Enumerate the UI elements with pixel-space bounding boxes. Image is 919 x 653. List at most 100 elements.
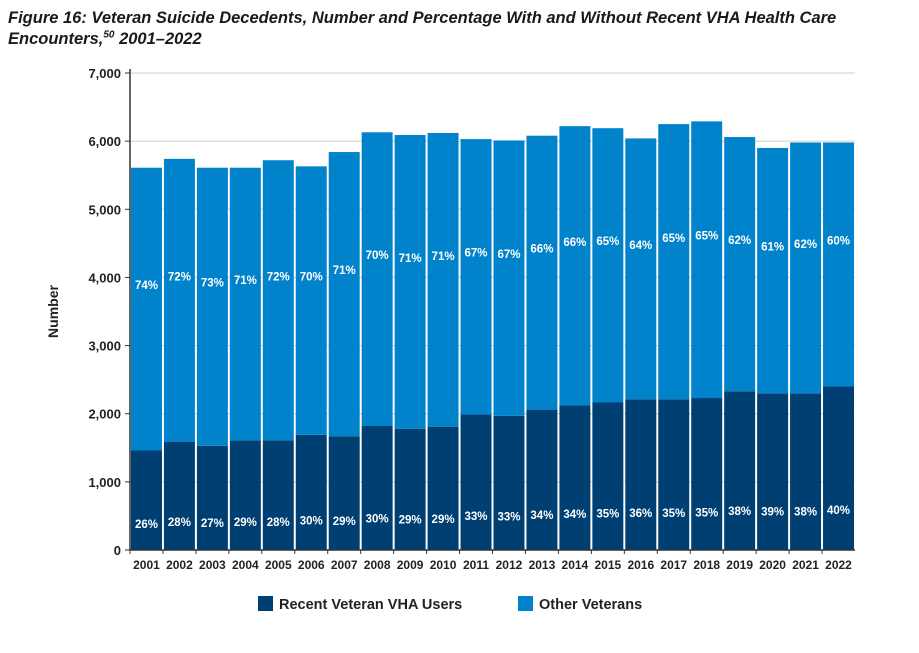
- bar-other-veterans: [196, 167, 228, 446]
- bar-percent-label: 62%: [728, 235, 751, 247]
- x-tick-label: 2014: [562, 558, 589, 572]
- bar-other-veterans: [658, 124, 690, 400]
- bar-percent-label: 74%: [135, 280, 158, 292]
- bar-recent-vha-users: [724, 391, 756, 550]
- bar-recent-vha-users: [526, 409, 558, 550]
- chart-title-footnote: 50: [103, 29, 115, 41]
- bar-percent-label: 67%: [465, 248, 488, 260]
- x-tick-label: 2001: [133, 558, 160, 572]
- bar-recent-vha-users: [493, 415, 525, 550]
- bar-recent-vha-users: [427, 426, 459, 550]
- bar-recent-vha-users: [163, 441, 195, 550]
- bar-other-veterans: [559, 126, 591, 406]
- x-tick-label: 2022: [825, 558, 852, 572]
- bar-percent-label: 65%: [596, 236, 619, 248]
- bar-percent-label: 35%: [662, 508, 685, 520]
- bar-recent-vha-users: [592, 402, 624, 550]
- bar-recent-vha-users: [460, 414, 492, 550]
- x-tick-label: 2019: [726, 558, 753, 572]
- bar-recent-vha-users: [229, 440, 261, 550]
- chart-title-years: 2001–2022: [114, 30, 202, 48]
- x-tick-label: 2012: [496, 558, 523, 572]
- bar-percent-label: 39%: [761, 507, 784, 519]
- bar-recent-vha-users: [757, 393, 789, 550]
- x-tick-label: 2008: [364, 558, 391, 572]
- bar-percent-label: 29%: [399, 514, 422, 526]
- bar-other-veterans: [790, 142, 822, 394]
- bar-recent-vha-users: [658, 399, 690, 550]
- x-tick-label: 2013: [529, 558, 556, 572]
- bar-other-veterans: [328, 152, 360, 437]
- bar-other-veterans: [229, 167, 261, 441]
- bar-percent-label: 60%: [827, 235, 850, 247]
- bar-percent-label: 61%: [761, 242, 784, 254]
- bar-recent-vha-users: [790, 393, 822, 550]
- bar-other-veterans: [361, 132, 393, 426]
- bar-percent-label: 34%: [563, 509, 586, 521]
- bar-percent-label: 34%: [530, 510, 553, 522]
- bar-recent-vha-users: [328, 436, 360, 550]
- bar-percent-label: 71%: [432, 251, 455, 263]
- bar-other-veterans: [295, 166, 327, 435]
- bar-other-veterans: [757, 147, 789, 394]
- x-tick-label: 2021: [792, 558, 819, 572]
- bar-recent-vha-users: [559, 405, 591, 550]
- bar-percent-label: 73%: [201, 278, 224, 290]
- bar-percent-label: 62%: [794, 239, 817, 251]
- bar-percent-label: 66%: [530, 244, 553, 256]
- bar-percent-label: 67%: [497, 249, 520, 261]
- bar-recent-vha-users: [130, 450, 162, 550]
- chart-title-text: Figure 16: Veteran Suicide Decedents, Nu…: [8, 9, 837, 48]
- bar-other-veterans: [823, 142, 855, 387]
- x-tick-label: 2004: [232, 558, 259, 572]
- bar-percent-label: 72%: [168, 271, 191, 283]
- bar-percent-label: 27%: [201, 518, 224, 530]
- bar-recent-vha-users: [823, 386, 855, 550]
- bar-percent-label: 26%: [135, 519, 158, 531]
- bar-percent-label: 70%: [366, 250, 389, 262]
- x-tick-label: 2002: [166, 558, 193, 572]
- bar-recent-vha-users: [295, 434, 327, 550]
- bar-recent-vha-users: [196, 445, 228, 550]
- bar-percent-label: 29%: [234, 517, 257, 529]
- x-tick-label: 2017: [660, 558, 687, 572]
- legend: Recent Veteran VHA Users Other Veterans: [258, 596, 642, 613]
- bar-other-veterans: [691, 121, 723, 399]
- x-tick-label: 2006: [298, 558, 325, 572]
- y-tick-label: 1,000: [88, 475, 121, 490]
- axes: 0 1,000 2,000 3,000 4,000 5,000 6,000 7,000 Numb…: [45, 66, 855, 572]
- bar-other-veterans: [526, 135, 558, 410]
- x-tick-label: 2007: [331, 558, 358, 572]
- bar-percent-label: 71%: [399, 253, 422, 265]
- x-tick-label: 2020: [759, 558, 786, 572]
- x-tick-label: 2011: [463, 558, 489, 572]
- x-tick-label: 2010: [430, 558, 457, 572]
- legend-swatch: [518, 596, 533, 611]
- legend-swatch: [258, 596, 273, 611]
- bar-percent-label: 35%: [695, 508, 718, 520]
- bar-percent-label: 64%: [629, 240, 652, 252]
- bar-recent-vha-users: [262, 440, 294, 550]
- bar-recent-vha-users: [691, 398, 723, 550]
- y-tick-label: 0: [114, 543, 121, 558]
- bar-percent-label: 30%: [366, 514, 389, 526]
- bar-recent-vha-users: [625, 399, 657, 550]
- bar-other-veterans: [724, 137, 756, 392]
- bar-other-veterans: [262, 160, 294, 441]
- bar-percent-label: 28%: [267, 517, 290, 529]
- bar-recent-vha-users: [361, 425, 393, 550]
- bar-other-veterans: [625, 138, 657, 400]
- y-tick-label: 7,000: [88, 66, 121, 81]
- x-tick-label: 2009: [397, 558, 424, 572]
- bar-percent-label: 66%: [563, 237, 586, 249]
- y-tick-label: 2,000: [88, 407, 121, 422]
- x-tick-label: 2003: [199, 558, 226, 572]
- bar-percent-label: 71%: [333, 265, 356, 277]
- x-tick-label: 2016: [627, 558, 654, 572]
- chart-title: Figure 16: Veteran Suicide Decedents, Nu…: [8, 8, 908, 50]
- x-tick-label: 2015: [594, 558, 621, 572]
- x-tick-label: 2018: [693, 558, 720, 572]
- bar-percent-label: 30%: [300, 516, 323, 528]
- y-axis-label: Number: [45, 285, 61, 338]
